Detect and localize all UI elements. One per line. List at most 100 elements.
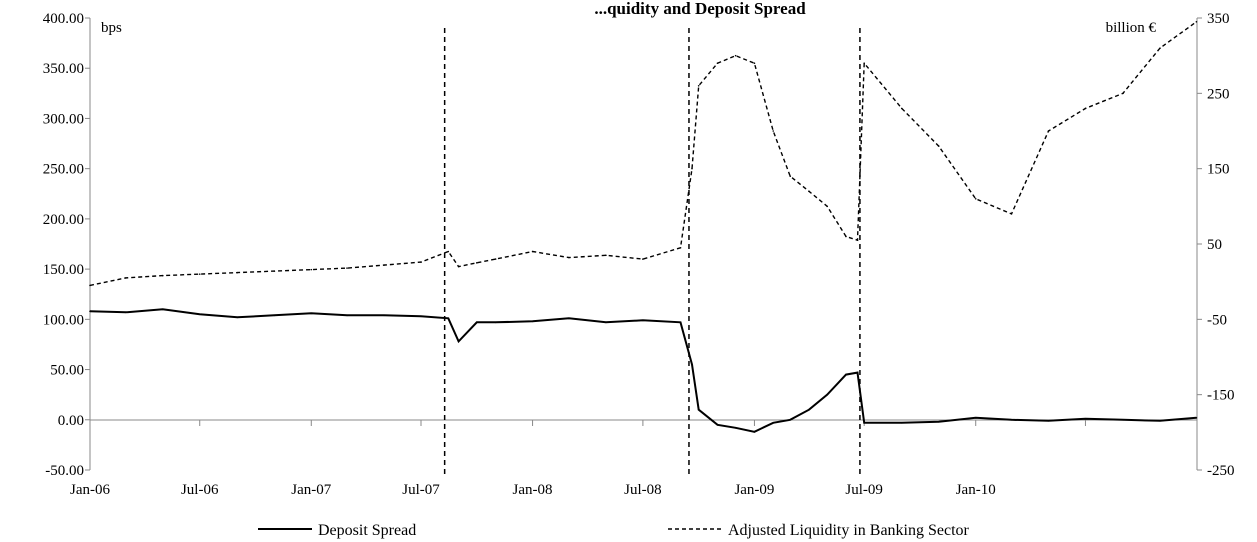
liquidity-data-point [697,85,700,87]
deposit-spread-data-point [1195,416,1198,419]
chart-title: ...quidity and Deposit Spread [594,0,806,18]
liquidity-data-point [605,254,607,257]
liquidity-data-point [856,239,859,242]
liquidity-data-point [236,271,239,274]
x-tick-label: Jan-08 [513,482,553,498]
deposit-spread-data-point [697,408,700,411]
deposit-spread-data-point [1084,417,1087,420]
deposit-spread-data-point [605,321,607,324]
deposit-spread-data-point [863,421,865,424]
deposit-spread-data-point [310,312,313,315]
liquidity-data-point [691,167,693,170]
liquidity-data-point [494,258,497,260]
deposit-spread-data-point [716,424,719,426]
deposit-spread-data-point [124,311,127,314]
left-axis-unit: bps [101,20,122,36]
deposit-spread-data-point [531,320,534,323]
plot-area: ...quidity and Deposit Spread 400.00 350.0… [43,0,1235,539]
left-tick-label: 0.00 [58,413,84,429]
right-tick-label: 250 [1207,86,1230,102]
left-tick-label: 350.00 [43,61,84,77]
liquidity-data-point [383,264,385,266]
deposit-spread-data-point [642,319,644,322]
deposit-spread-data-point [494,321,497,324]
liquidity-data-point [845,235,847,238]
deposit-spread-data-point [900,421,903,424]
right-tick-label: -50 [1207,312,1227,328]
liquidity-data-point [161,274,164,277]
deposit-spread-data-point [826,393,828,396]
deposit-spread-series-line [89,308,1197,433]
liquidity-data-point [772,130,775,132]
deposit-spread-data-point [679,321,682,324]
left-tick-label: 200.00 [43,212,84,228]
left-tick-label: 400.00 [43,11,84,27]
liquidity-data-point [642,258,644,260]
deposit-spread-data-point [346,314,348,317]
right-tick-label: 350 [1207,11,1230,27]
x-tick-label: Jan-07 [291,482,331,498]
right-tick-label: -150 [1207,388,1235,404]
liquidity-data-point [808,190,810,193]
liquidity-data-point [937,145,940,147]
liquidity-data-point [346,267,348,269]
deposit-spread-data-point [568,317,570,320]
liquidity-data-point [420,261,422,263]
liquidity-data-point [863,62,865,64]
deposit-spread-data-point [273,314,276,317]
liquidity-data-point [974,198,977,200]
liquidity-data-point [273,270,276,272]
liquidity-series-line [89,21,1197,287]
x-tick-label: Jan-06 [70,482,110,498]
left-tick-label: 100.00 [43,312,84,328]
left-tick-label: 50.00 [50,363,84,379]
left-tick-label: 300.00 [43,111,84,127]
deposit-spread-data-point [1047,419,1050,422]
liquidity-data-point [1047,130,1050,132]
x-tick-label: Jan-10 [956,482,996,498]
deposit-spread-data-point [691,363,693,366]
legend-label-liquidity: Adjusted Liquidity in Banking Sector [728,522,970,539]
left-tick-label: -50.00 [45,463,84,479]
deposit-spread-data-point [1122,418,1124,421]
left-tick-label: 150.00 [43,262,84,278]
deposit-spread-data-point [1159,419,1161,422]
liquidity-data-point [1122,92,1124,95]
liquidity-data-point [900,107,903,110]
x-tick-label: Jul-08 [624,482,662,498]
liquidity-data-point [734,54,737,57]
deposit-spread-data-point [772,421,775,424]
deposit-spread-data-point [856,371,859,374]
left-tick-label: 250.00 [43,162,84,178]
liquidity-data-point [447,250,450,253]
deposit-spread-data-point [974,416,977,419]
deposit-spread-data-point [89,310,91,313]
liquidity-data-point [198,273,201,275]
right-tick-label: 150 [1207,162,1230,178]
right-tick-label: 50 [1207,237,1222,253]
right-axis-unit: billion € [1106,20,1157,36]
liquidity-data-point [310,268,313,271]
x-tick-label: Jul-06 [181,482,219,498]
deposit-spread-data-point [475,321,478,324]
liquidity-data-point [1010,213,1013,215]
liquidity-data-point [789,175,792,177]
x-tick-label: Jul-09 [845,482,883,498]
deposit-spread-data-point [753,431,756,433]
liquidity-data-point [531,250,534,253]
liquidity-data-point [826,205,828,208]
liquidity-data-point [1084,107,1087,110]
deposit-spread-data-point [236,316,239,319]
liquidity-data-point [1159,47,1161,49]
deposit-spread-data-point [937,420,940,423]
liquidity-data-point [457,265,460,268]
deposit-spread-data-point [457,340,460,343]
deposit-spread-data-point [161,308,164,311]
deposit-spread-data-point [420,315,422,318]
liquidity-data-point [679,246,682,249]
liquidity-data-point [568,256,570,259]
liquidity-data-point [753,62,756,64]
liquidity-data-point [124,277,127,279]
deposit-spread-data-point [845,373,847,376]
